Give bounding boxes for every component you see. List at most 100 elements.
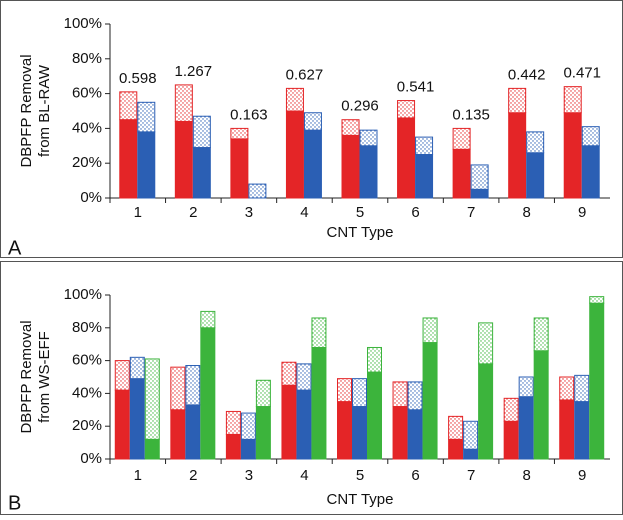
bar-segment: [255, 379, 271, 408]
x-tick-label: 4: [300, 204, 308, 221]
bar-segment: [367, 371, 382, 460]
bar-segment: [503, 420, 519, 460]
bar-segment: [452, 127, 471, 150]
bar-segment: [503, 397, 519, 422]
bar-segment: [240, 438, 256, 460]
bar-segment: [192, 115, 211, 149]
bar-segment: [225, 433, 241, 460]
bar-segment: [533, 317, 549, 352]
bar-segment: [463, 448, 479, 460]
bar-segment: [174, 120, 193, 199]
bar-segment: [281, 384, 297, 460]
bar-segment: [533, 350, 549, 460]
bar-segment: [415, 154, 434, 199]
bar-segment: [407, 381, 423, 411]
bar-segment: [470, 188, 489, 199]
bar-segment: [144, 438, 160, 460]
bar-segment: [352, 378, 367, 408]
bar-segment: [281, 361, 297, 386]
data-label: 0.296: [341, 98, 379, 115]
bar-segment: [359, 145, 378, 199]
x-tick-label: 8: [522, 204, 530, 221]
bar-segment: [581, 126, 600, 147]
bar-segment: [508, 112, 527, 199]
bar-segment: [478, 322, 494, 365]
bar-segment: [526, 152, 545, 199]
data-label: 0.471: [563, 65, 601, 82]
data-label: 0.442: [508, 66, 546, 83]
bar-segment: [574, 401, 590, 460]
y-tick-label: 60%: [72, 352, 102, 369]
x-tick-label: 2: [189, 467, 197, 484]
y-tick-label: 20%: [72, 154, 102, 171]
x-tick-label: 8: [522, 467, 530, 484]
bar-segment: [589, 296, 605, 304]
x-tick-label: 7: [467, 467, 475, 484]
bar-segment: [397, 100, 416, 119]
bar-segment: [518, 396, 534, 460]
bar-segment: [392, 381, 408, 408]
x-tick-label: 6: [411, 467, 419, 484]
y-tick-label: 40%: [72, 119, 102, 136]
x-tick-label: 3: [245, 204, 253, 221]
bar-segment: [470, 164, 489, 190]
bar-segment: [367, 346, 382, 373]
bar-segment: [422, 317, 438, 344]
bar-segment: [563, 86, 582, 114]
y-tick-label: 100%: [64, 15, 102, 32]
bar-segment: [285, 110, 304, 199]
bar-segment: [285, 87, 304, 112]
x-tick-label: 1: [134, 204, 142, 221]
bar-segment: [137, 131, 156, 199]
bar-segment: [225, 410, 241, 435]
y-axis-title-line: DBPFP Removal: [18, 320, 35, 433]
panel-label: A: [8, 237, 22, 259]
bar-segment: [248, 183, 267, 199]
bar-segment: [589, 302, 605, 460]
x-tick-label: 5: [356, 467, 364, 484]
bar-segment: [303, 112, 322, 131]
bar-segment: [508, 87, 527, 114]
x-tick-label: 3: [245, 467, 253, 484]
bar-segment: [563, 112, 582, 199]
bar-segment: [422, 342, 438, 460]
bar-segment: [341, 134, 360, 199]
y-axis-title-line: DBPFP Removal: [18, 54, 35, 167]
bar-segment: [392, 406, 408, 460]
y-tick-label: 0%: [80, 450, 102, 467]
bar-segment: [230, 138, 249, 199]
y-tick-label: 0%: [80, 189, 102, 206]
y-tick-label: 80%: [72, 50, 102, 67]
data-label: 1.267: [175, 63, 213, 80]
bar-segment: [240, 412, 256, 440]
bar-segment: [144, 358, 160, 440]
bar-segment: [192, 147, 211, 199]
bar-segment: [341, 119, 360, 136]
x-tick-label: 2: [189, 204, 197, 221]
bar-segment: [478, 363, 494, 460]
y-tick-label: 80%: [72, 319, 102, 336]
bar-segment: [200, 327, 216, 460]
y-tick-label: 100%: [64, 286, 102, 303]
bar-segment: [359, 129, 378, 147]
bar-segment: [407, 409, 423, 460]
bar-segment: [518, 376, 534, 398]
bar-segment: [559, 376, 575, 401]
bar-segment: [114, 360, 130, 391]
data-label: 0.627: [286, 66, 324, 83]
bar-segment: [352, 406, 367, 460]
data-label: 0.163: [230, 106, 268, 123]
x-tick-label: 4: [300, 467, 308, 484]
bar-segment: [119, 119, 138, 199]
bar-segment: [397, 117, 416, 199]
bar-segment: [452, 148, 471, 199]
bar-segment: [129, 378, 145, 460]
bar-segment: [296, 389, 312, 460]
bar-segment: [200, 310, 216, 329]
x-tick-label: 5: [356, 204, 364, 221]
bar-segment: [119, 91, 138, 121]
bar-segment: [526, 131, 545, 154]
bar-segment: [581, 145, 600, 199]
